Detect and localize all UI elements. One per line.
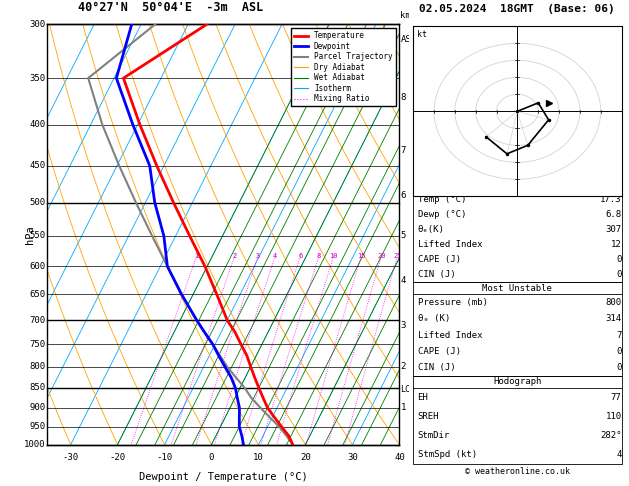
Text: 7: 7 — [401, 145, 406, 155]
Text: LCL: LCL — [401, 385, 416, 395]
Text: 0: 0 — [616, 270, 621, 279]
Text: K: K — [418, 145, 423, 154]
Text: 500: 500 — [30, 198, 45, 207]
Text: 8: 8 — [317, 253, 321, 259]
Text: StmDir: StmDir — [418, 431, 450, 440]
Text: Dewpoint / Temperature (°C): Dewpoint / Temperature (°C) — [139, 472, 308, 482]
Text: Surface: Surface — [499, 181, 536, 190]
Text: 400: 400 — [30, 120, 45, 129]
Text: 30: 30 — [347, 453, 358, 462]
Text: Temp (°C): Temp (°C) — [418, 194, 466, 204]
Text: Lifted Index: Lifted Index — [418, 330, 482, 340]
Text: 8: 8 — [401, 93, 406, 102]
Text: CIN (J): CIN (J) — [418, 363, 455, 372]
Text: ASL: ASL — [401, 35, 416, 44]
Text: 700: 700 — [30, 315, 45, 325]
Text: 850: 850 — [30, 383, 45, 392]
Text: 750: 750 — [30, 340, 45, 349]
Text: 450: 450 — [30, 161, 45, 171]
Text: 17.3: 17.3 — [600, 194, 621, 204]
Text: 6.8: 6.8 — [605, 210, 621, 219]
Text: 3: 3 — [401, 321, 406, 330]
Text: 650: 650 — [30, 290, 45, 299]
Text: Pressure (mb): Pressure (mb) — [418, 298, 487, 307]
Text: 25: 25 — [393, 253, 402, 259]
Text: 4: 4 — [401, 276, 406, 285]
Text: 350: 350 — [30, 73, 45, 83]
Text: 20: 20 — [300, 453, 311, 462]
Text: 10: 10 — [253, 453, 264, 462]
Text: 1000: 1000 — [24, 440, 45, 449]
Text: 300: 300 — [30, 20, 45, 29]
Text: 10: 10 — [330, 253, 338, 259]
Text: 1: 1 — [401, 403, 406, 413]
Text: 6: 6 — [298, 253, 303, 259]
Text: kt: kt — [418, 30, 427, 39]
Text: 6: 6 — [401, 191, 406, 200]
Text: 77: 77 — [611, 393, 621, 402]
Text: 4: 4 — [616, 451, 621, 459]
Bar — [413, 282, 621, 376]
Text: 6: 6 — [616, 145, 621, 154]
Text: 307: 307 — [605, 225, 621, 234]
Text: 1: 1 — [194, 253, 199, 259]
Text: -10: -10 — [157, 453, 172, 462]
Text: 15: 15 — [357, 253, 365, 259]
Text: Dewp (°C): Dewp (°C) — [418, 210, 466, 219]
Text: 33: 33 — [611, 157, 621, 166]
Bar — [413, 376, 621, 465]
Text: 0: 0 — [616, 347, 621, 356]
Text: 314: 314 — [605, 314, 621, 323]
Text: Totals Totals: Totals Totals — [418, 157, 487, 166]
Text: 110: 110 — [605, 412, 621, 421]
Text: 600: 600 — [30, 262, 45, 271]
Text: 550: 550 — [30, 231, 45, 241]
Text: 40°27'N  50°04'E  -3m  ASL: 40°27'N 50°04'E -3m ASL — [78, 1, 263, 14]
Text: 3: 3 — [256, 253, 260, 259]
Text: θₑ(K): θₑ(K) — [418, 225, 445, 234]
Bar — [413, 144, 621, 179]
Bar — [413, 179, 621, 282]
Text: 0: 0 — [616, 255, 621, 264]
Text: EH: EH — [418, 393, 428, 402]
Text: 282°: 282° — [600, 431, 621, 440]
Text: 950: 950 — [30, 422, 45, 431]
Text: 5: 5 — [401, 231, 406, 241]
Text: 12: 12 — [611, 240, 621, 249]
Text: PW (cm): PW (cm) — [418, 169, 455, 178]
Text: km: km — [401, 11, 411, 20]
Text: StmSpd (kt): StmSpd (kt) — [418, 451, 477, 459]
Text: Lifted Index: Lifted Index — [418, 240, 482, 249]
Text: Mixing Ratio (g/kg): Mixing Ratio (g/kg) — [418, 187, 427, 282]
Text: 20: 20 — [377, 253, 386, 259]
Text: 40: 40 — [394, 453, 405, 462]
Text: 0: 0 — [616, 363, 621, 372]
Text: 800: 800 — [605, 298, 621, 307]
Text: 900: 900 — [30, 403, 45, 413]
Text: CIN (J): CIN (J) — [418, 270, 455, 279]
Legend: Temperature, Dewpoint, Parcel Trajectory, Dry Adiabat, Wet Adiabat, Isotherm, Mi: Temperature, Dewpoint, Parcel Trajectory… — [291, 28, 396, 106]
Text: 2: 2 — [233, 253, 237, 259]
Text: Hodograph: Hodograph — [493, 377, 542, 386]
Text: Most Unstable: Most Unstable — [482, 284, 552, 293]
Text: CAPE (J): CAPE (J) — [418, 347, 460, 356]
Text: θₑ (K): θₑ (K) — [418, 314, 450, 323]
Text: hPa: hPa — [25, 225, 35, 244]
Text: 2: 2 — [401, 362, 406, 371]
Text: 0: 0 — [209, 453, 214, 462]
Text: 7: 7 — [616, 330, 621, 340]
Text: -20: -20 — [109, 453, 126, 462]
Text: © weatheronline.co.uk: © weatheronline.co.uk — [465, 468, 570, 476]
Text: 1.81: 1.81 — [600, 169, 621, 178]
Text: 02.05.2024  18GMT  (Base: 06): 02.05.2024 18GMT (Base: 06) — [420, 3, 615, 14]
Text: 800: 800 — [30, 362, 45, 371]
Text: -30: -30 — [63, 453, 79, 462]
Text: 4: 4 — [273, 253, 277, 259]
Text: SREH: SREH — [418, 412, 439, 421]
Text: CAPE (J): CAPE (J) — [418, 255, 460, 264]
